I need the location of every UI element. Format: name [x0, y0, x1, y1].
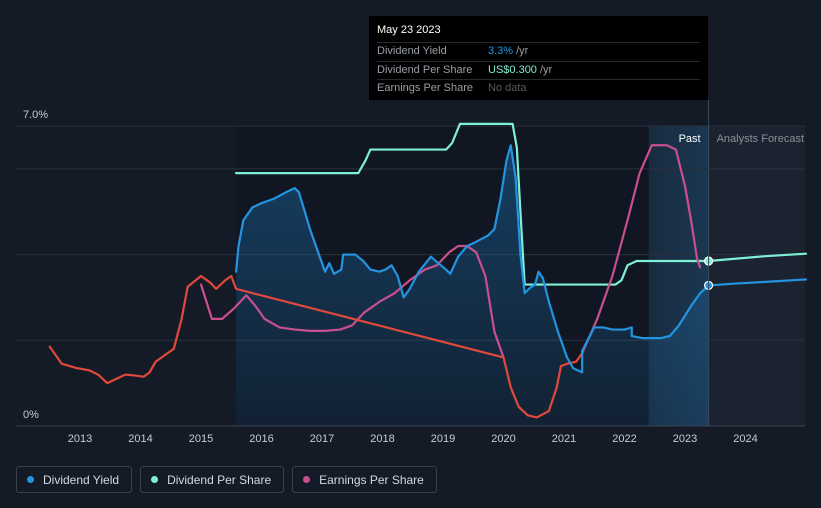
tooltip-date: May 23 2023	[377, 24, 441, 36]
series-line-earnings-per-share-loss-segment	[48, 274, 584, 419]
tooltip-label: Dividend Yield	[377, 45, 447, 57]
legend-dot-icon	[303, 476, 311, 483]
legend-dot-icon	[151, 476, 159, 483]
tooltip-label: Earnings Per Share	[377, 82, 473, 94]
past-label: Past	[679, 133, 701, 145]
series-line-earnings-per-share-recovery	[581, 144, 702, 355]
legend: Dividend Yield Dividend Per Share Earnin…	[16, 466, 437, 493]
legend-label: Dividend Yield	[43, 472, 120, 487]
series-line-earnings-per-share	[199, 244, 505, 359]
legend-dot-icon	[27, 476, 34, 483]
x-tick-label: 2014	[128, 433, 152, 445]
x-tick-label: 2017	[310, 433, 334, 445]
legend-item-dividend-per-share[interactable]: Dividend Per Share	[140, 466, 285, 493]
y-tick-label: 0%	[23, 409, 39, 421]
tooltip: May 23 2023 Dividend Yield 3.3% /yr Divi…	[369, 16, 708, 100]
analysts-forecast-label: Analysts Forecast	[717, 133, 804, 145]
tooltip-row-dividend-per-share: Dividend Per Share US$0.300 /yr	[377, 60, 700, 80]
x-tick-label: 2020	[491, 433, 515, 445]
series-line-dividend-per-share-forecast	[707, 252, 808, 263]
tooltip-row-earnings-per-share: Earnings Per Share No data	[377, 79, 700, 98]
tooltip-label: Dividend Per Share	[377, 63, 473, 76]
tooltip-unit: /yr	[539, 63, 553, 76]
x-tick-label: 2015	[189, 433, 213, 445]
x-tick-label: 2024	[733, 433, 757, 445]
legend-label: Earnings Per Share	[319, 472, 424, 487]
tooltip-value: US$0.300	[488, 63, 537, 76]
tooltip-value: No data	[488, 82, 527, 94]
legend-label: Dividend Per Share	[167, 472, 272, 487]
x-tick-label: 2019	[431, 433, 455, 445]
legend-item-dividend-yield[interactable]: Dividend Yield	[16, 466, 133, 493]
x-tick-label: 2016	[249, 433, 273, 445]
series-line-dividend-per-share	[234, 122, 710, 286]
x-tick-label: 2013	[68, 433, 92, 445]
x-tick-label: 2022	[612, 433, 636, 445]
dividend-yield-area	[236, 145, 709, 427]
y-tick-label: 7.0%	[23, 109, 48, 121]
legend-item-earnings-per-share[interactable]: Earnings Per Share	[292, 466, 437, 493]
x-tick-label: 2018	[370, 433, 394, 445]
series-line-dividend-yield-forecast	[707, 278, 808, 287]
x-tick-label: 2021	[552, 433, 576, 445]
series-line-dividend-yield	[234, 144, 710, 374]
tooltip-unit: /yr	[516, 45, 529, 57]
x-tick-label: 2023	[673, 433, 697, 445]
analysts-forecast-region	[708, 126, 805, 426]
tooltip-value: 3.3%	[488, 45, 514, 57]
tooltip-row-dividend-yield: Dividend Yield 3.3% /yr	[377, 42, 700, 61]
